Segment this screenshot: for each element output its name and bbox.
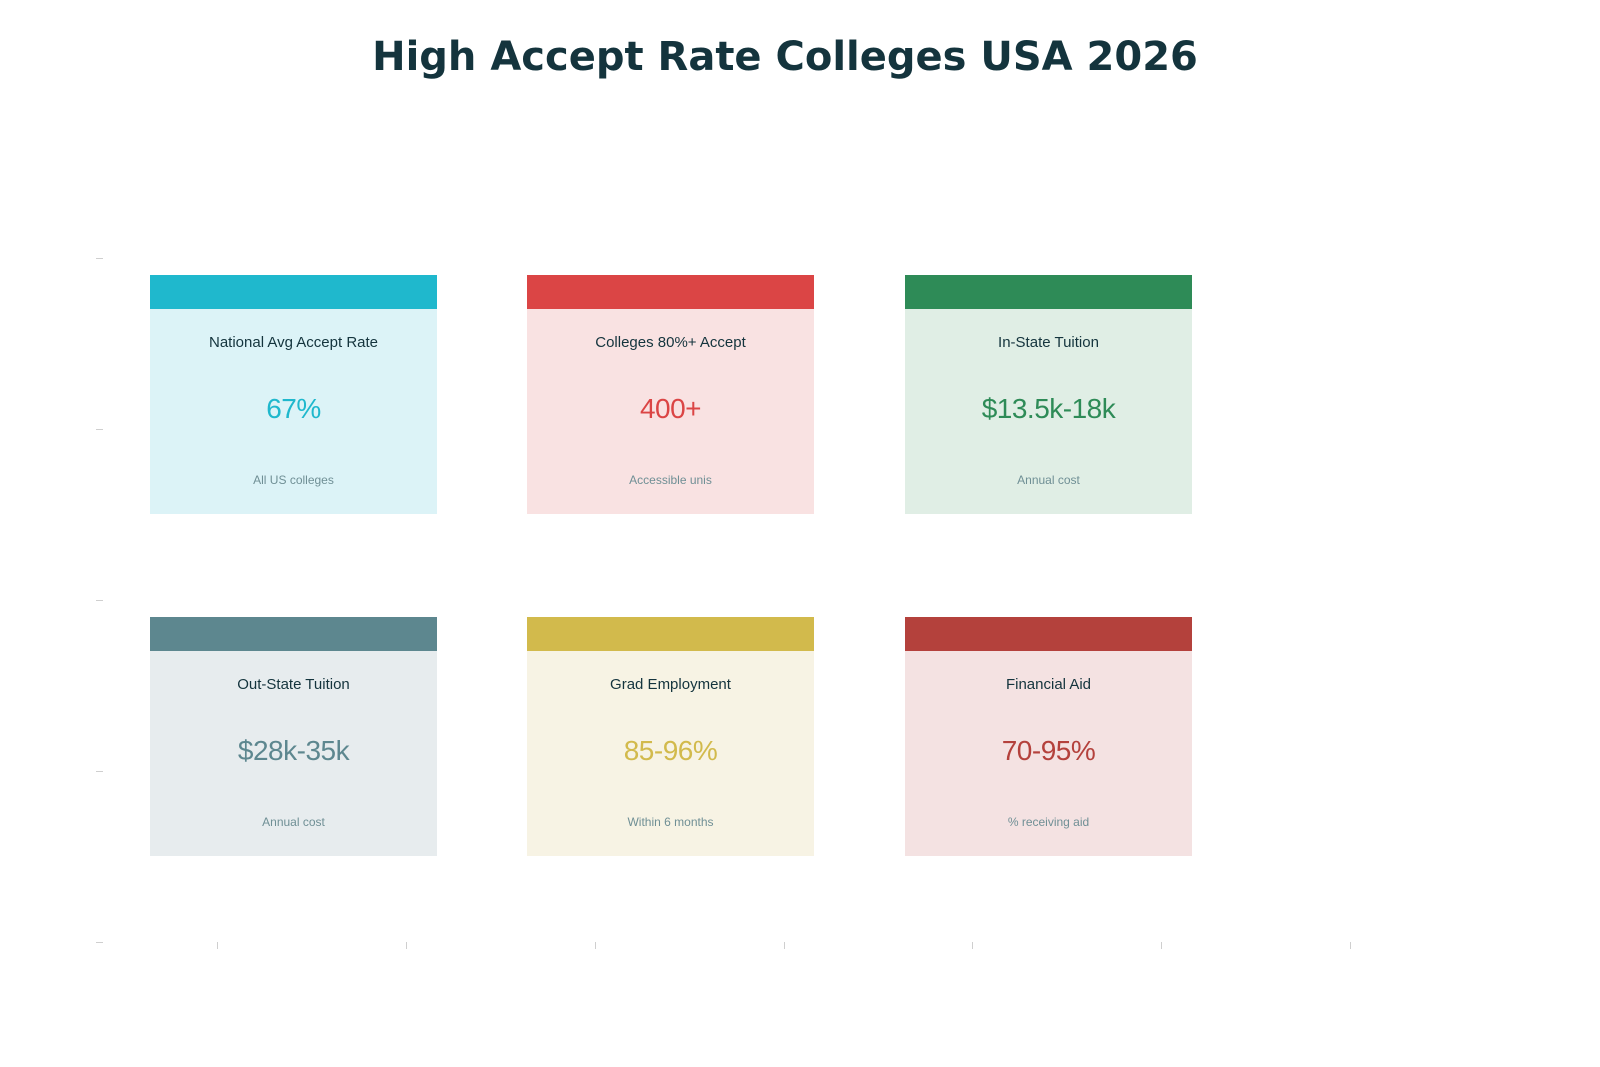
card-header-bar bbox=[527, 275, 814, 309]
card-header-bar bbox=[527, 617, 814, 651]
card-value: 67% bbox=[266, 393, 321, 424]
y-tick bbox=[96, 258, 103, 259]
y-tick bbox=[96, 600, 103, 601]
card-label: Out-State Tuition bbox=[237, 676, 350, 693]
card-header-bar bbox=[150, 275, 437, 309]
stat-card-out-state-tuition: Out-State Tuition $28k-35k Annual cost bbox=[150, 617, 437, 856]
card-subtitle: Annual cost bbox=[262, 815, 325, 829]
x-tick bbox=[972, 942, 973, 949]
card-subtitle: Annual cost bbox=[1017, 473, 1080, 487]
card-label: In-State Tuition bbox=[998, 334, 1099, 351]
card-value: $13.5k-18k bbox=[981, 393, 1116, 424]
card-label: Grad Employment bbox=[610, 676, 731, 693]
y-tick bbox=[96, 429, 103, 430]
card-subtitle: % receiving aid bbox=[1007, 815, 1090, 829]
card-header-bar bbox=[905, 617, 1192, 651]
stat-card-grad-employment: Grad Employment 85-96% Within 6 months bbox=[527, 617, 814, 856]
card-value: 85-96% bbox=[623, 735, 718, 766]
stat-card-financial-aid: Financial Aid 70-95% % receiving aid bbox=[905, 617, 1192, 856]
stat-card-in-state-tuition: In-State Tuition $13.5k-18k Annual cost bbox=[905, 275, 1192, 514]
card-value: $28k-35k bbox=[237, 735, 350, 766]
card-subtitle: Within 6 months bbox=[627, 815, 714, 829]
stat-card-colleges-80-accept: Colleges 80%+ Accept 400+ Accessible uni… bbox=[527, 275, 814, 514]
card-subtitle: All US colleges bbox=[253, 473, 334, 487]
card-value: 400+ bbox=[639, 393, 702, 424]
stat-card-national-avg-accept-rate: National Avg Accept Rate 67% All US coll… bbox=[150, 275, 437, 514]
x-tick bbox=[784, 942, 785, 949]
x-tick bbox=[406, 942, 407, 949]
card-header-bar bbox=[150, 617, 437, 651]
x-tick bbox=[1350, 942, 1351, 949]
card-header-bar bbox=[905, 275, 1192, 309]
y-tick bbox=[96, 942, 103, 943]
card-label: Financial Aid bbox=[1005, 676, 1092, 693]
page-title: High Accept Rate Colleges USA 2026 bbox=[372, 34, 1198, 80]
card-label: National Avg Accept Rate bbox=[209, 334, 378, 351]
card-value: 70-95% bbox=[1001, 735, 1096, 766]
x-tick bbox=[1161, 942, 1162, 949]
x-tick bbox=[595, 942, 596, 949]
x-tick bbox=[217, 942, 218, 949]
card-subtitle: Accessible unis bbox=[629, 473, 712, 487]
y-tick bbox=[96, 771, 103, 772]
card-label: Colleges 80%+ Accept bbox=[595, 334, 746, 351]
